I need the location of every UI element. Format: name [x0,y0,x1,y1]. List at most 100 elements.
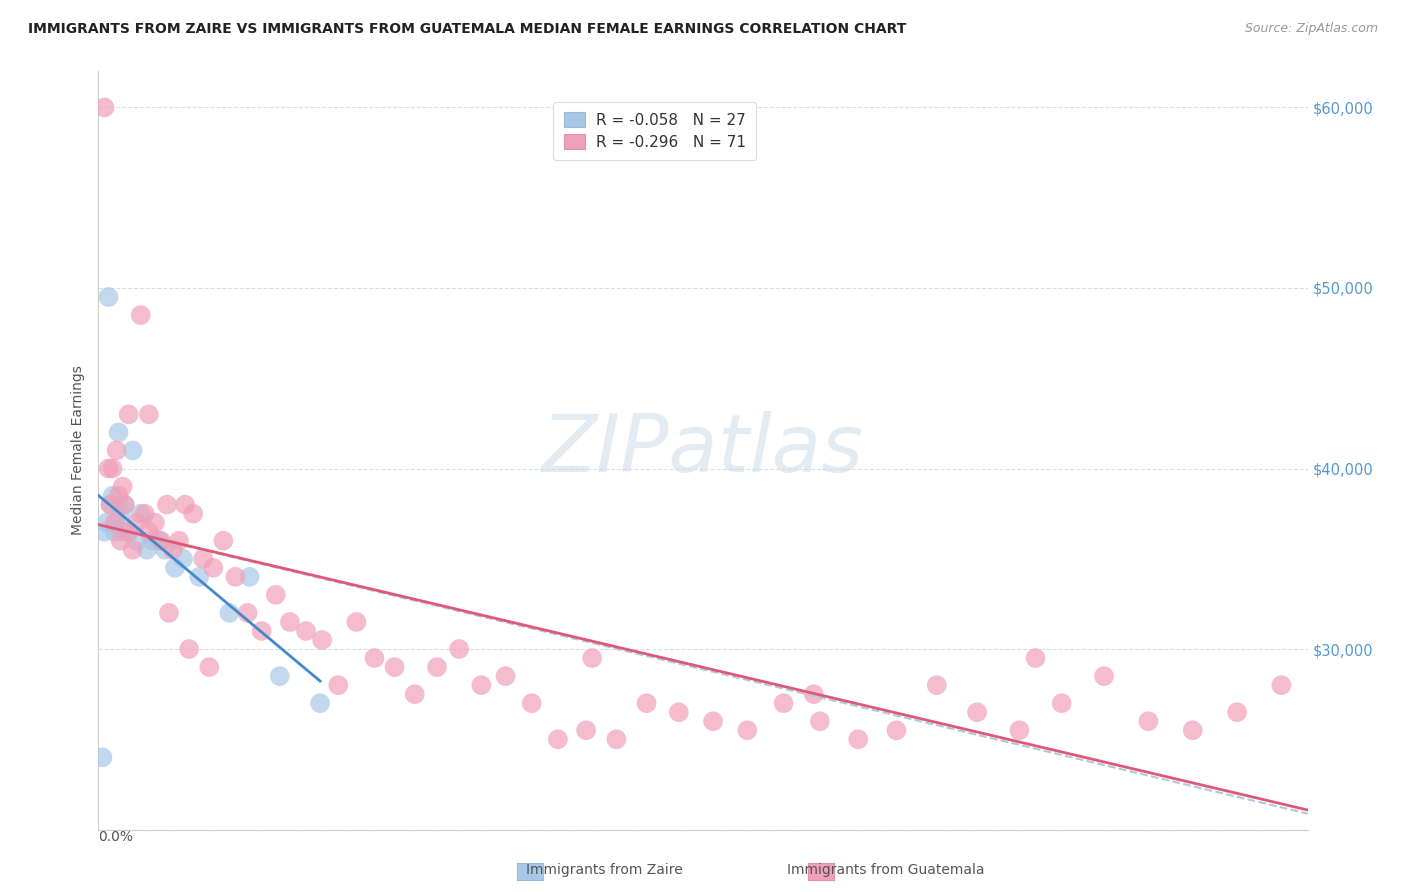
Point [1181,723,1204,738]
Point [125,533,148,548]
Point [202,561,225,575]
Point [118,524,141,539]
Point [129,507,152,521]
Point [93,524,115,539]
Point [153,542,176,557]
Text: Immigrants from Guatemala: Immigrants from Guatemala [787,863,984,877]
Text: Source: ZipAtlas.com: Source: ZipAtlas.com [1244,22,1378,36]
Point [278,615,301,629]
Y-axis label: Median Female Earnings: Median Female Earnings [72,366,86,535]
Point [97,461,120,475]
Point [236,606,259,620]
Point [495,669,517,683]
Point [107,425,129,440]
Text: 0.0%: 0.0% [98,830,134,844]
Point [1270,678,1292,692]
Point [737,723,759,738]
Point [118,524,141,539]
Point [846,732,869,747]
Legend: R = -0.058   N = 27, R = -0.296   N = 71: R = -0.058 N = 27, R = -0.296 N = 71 [553,102,756,161]
Point [105,443,128,458]
Point [1226,705,1249,719]
Point [311,633,333,648]
Point [138,408,160,422]
Point [111,479,134,493]
Point [269,669,291,683]
Point [101,461,124,475]
Point [1050,696,1073,710]
Text: ZIPatlas: ZIPatlas [541,411,865,490]
Point [107,489,129,503]
Point [449,642,471,657]
Point [212,533,235,548]
Point [636,696,658,710]
Point [156,498,179,512]
Point [93,100,115,114]
Point [172,551,194,566]
Point [162,542,184,557]
Point [344,615,367,629]
Point [105,516,128,530]
Point [702,714,724,729]
Point [100,498,122,512]
Point [114,498,136,512]
Point [808,714,831,729]
Point [404,687,426,701]
Point [143,516,166,530]
Point [264,588,287,602]
Point [470,678,492,692]
Point [148,533,170,548]
Point [1008,723,1031,738]
Point [575,723,598,738]
Point [363,651,385,665]
Point [135,542,157,557]
Point [581,651,603,665]
Point [309,696,332,710]
Point [114,498,136,512]
Point [91,750,114,764]
Point [97,290,120,304]
Point [803,687,825,701]
Point [295,624,318,638]
Point [218,606,240,620]
Point [111,524,134,539]
Point [103,524,125,539]
Point [547,732,569,747]
Point [110,507,132,521]
Point [224,570,246,584]
Point [181,507,204,521]
Point [384,660,406,674]
Point [239,570,262,584]
Point [149,533,172,548]
Point [1092,669,1115,683]
Point [96,516,118,530]
Point [250,624,273,638]
Point [520,696,543,710]
Text: IMMIGRANTS FROM ZAIRE VS IMMIGRANTS FROM GUATEMALA MEDIAN FEMALE EARNINGS CORREL: IMMIGRANTS FROM ZAIRE VS IMMIGRANTS FROM… [28,22,907,37]
Point [925,678,948,692]
Point [101,489,124,503]
Point [188,570,211,584]
Point [966,705,988,719]
Point [198,660,221,674]
Point [886,723,908,738]
Point [163,561,186,575]
Point [110,533,132,548]
Point [121,542,143,557]
Point [605,732,627,747]
Point [1025,651,1047,665]
Point [129,308,152,322]
Point [142,533,165,548]
Point [193,551,215,566]
Point [157,606,180,620]
Point [328,678,350,692]
Point [118,408,141,422]
Point [103,516,125,530]
Point [174,498,197,512]
Point [121,443,143,458]
Text: Immigrants from Zaire: Immigrants from Zaire [526,863,683,877]
Point [100,498,122,512]
Point [138,524,160,539]
Point [125,516,148,530]
Point [179,642,201,657]
